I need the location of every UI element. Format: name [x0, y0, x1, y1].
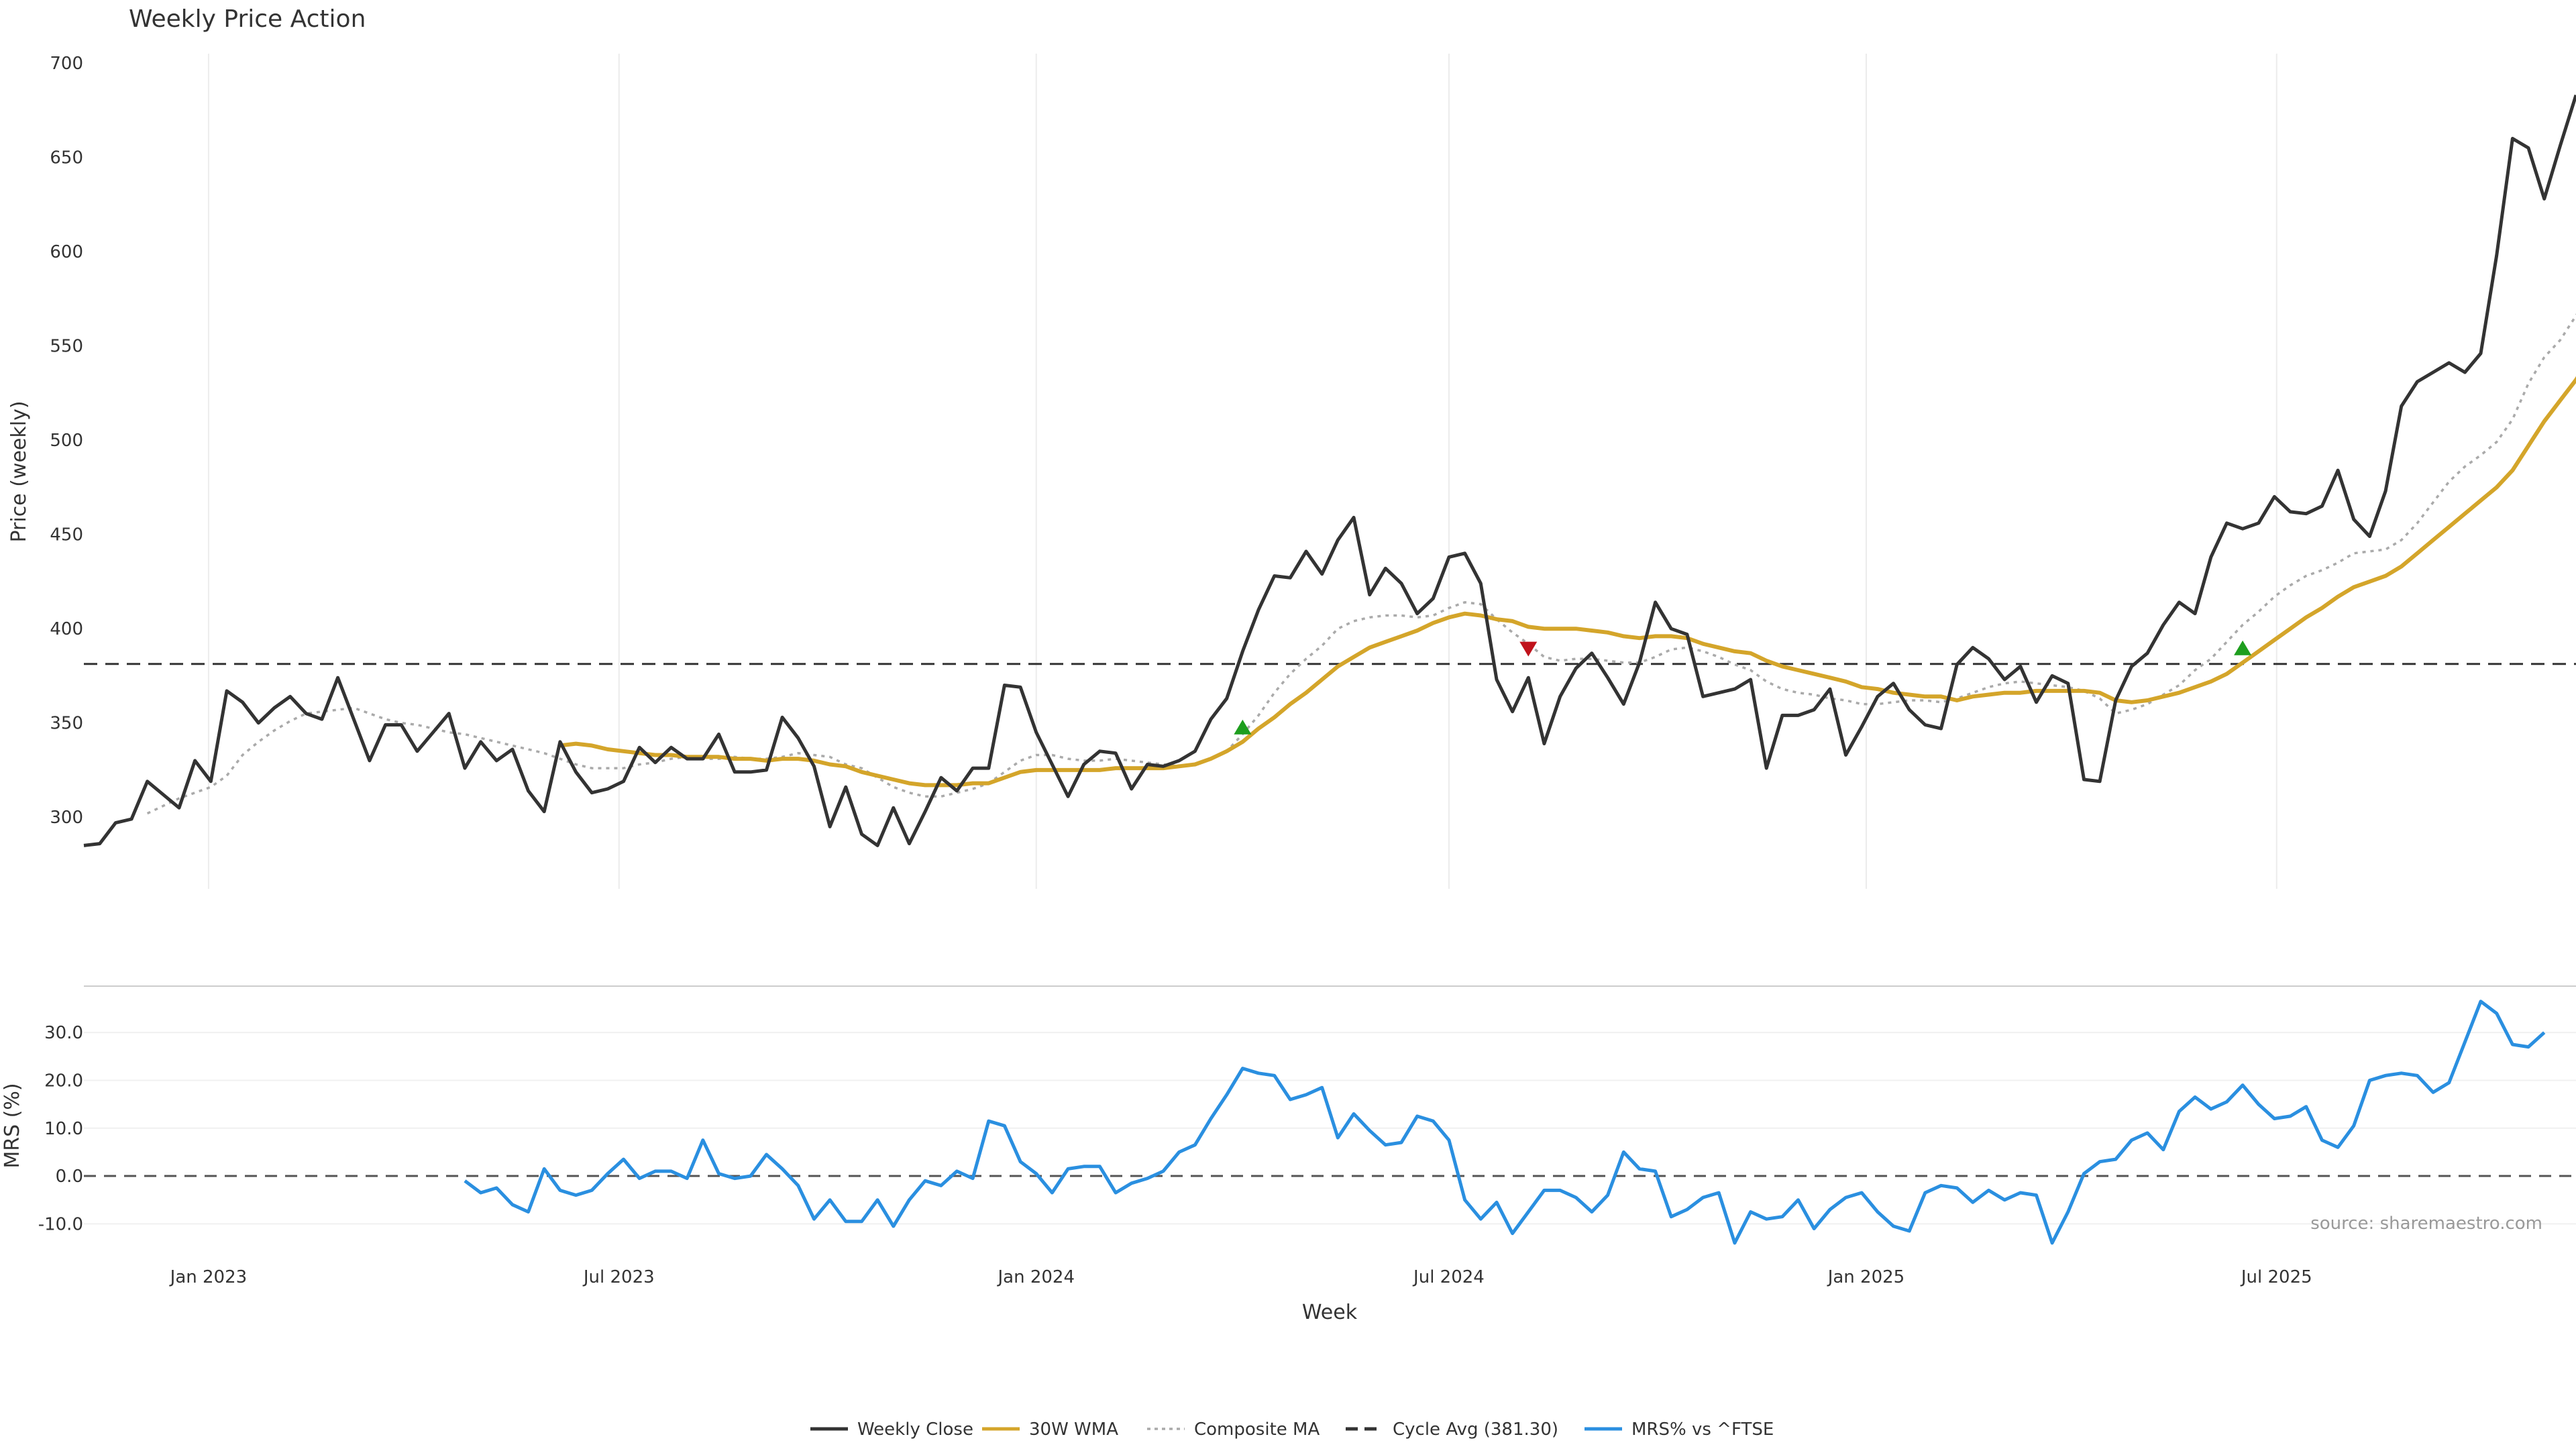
price-y-tick-label: 700: [50, 54, 83, 74]
price-panel-series: [83, 95, 2576, 847]
mrs-y-tick-label: 20.0: [44, 1071, 83, 1091]
price-y-tick-label: 600: [50, 242, 83, 262]
price-y-tick-label: 650: [50, 148, 83, 168]
legend-label: 30W WMA: [1029, 1419, 1118, 1440]
buy-signal-marker: [1234, 719, 1252, 735]
legend-item: MRS% vs ^FTSE: [1585, 1419, 1774, 1440]
legend-label: MRS% vs ^FTSE: [1631, 1419, 1774, 1440]
x-axis-label: Week: [1302, 1301, 1358, 1324]
price-y-tick-label: 500: [50, 431, 83, 451]
legend-label: Weekly Close: [857, 1419, 973, 1440]
legend-item: 30W WMA: [982, 1419, 1118, 1440]
mrs-y-axis: 30.0 20.0 10.0 0.0 -10.0: [38, 1023, 83, 1234]
x-axis: Jan 2023 Jul 2023 Jan 2024 Jul 2024 Jan 2025…: [169, 1267, 2312, 1287]
mrs-y-axis-label: MRS (%): [1, 1083, 24, 1168]
price-y-tick-label: 450: [50, 525, 83, 545]
buy-signal-marker: [2234, 640, 2252, 655]
mrs-panel-series: [84, 1000, 2576, 1245]
composite-ma-line: [146, 313, 2576, 815]
price-y-tick-label: 550: [50, 337, 83, 357]
mrs-y-tick-label: -10.0: [38, 1214, 83, 1234]
wma-30-line: [559, 376, 2576, 788]
legend-item: Cycle Avg (381.30): [1346, 1419, 1558, 1440]
x-tick-label: Jul 2023: [582, 1267, 655, 1287]
x-tick-label: Jul 2024: [1412, 1267, 1485, 1287]
chart-title: Weekly Price Action: [129, 5, 366, 33]
legend-label: Cycle Avg (381.30): [1393, 1419, 1558, 1440]
price-y-tick-label: 300: [50, 808, 83, 828]
mrs-y-tick-label: 30.0: [44, 1023, 83, 1043]
price-y-axis: 300 350 400 450 500 550 600 650 700: [50, 54, 83, 828]
legend-item: Composite MA: [1147, 1419, 1320, 1440]
legend-item: Weekly Close: [810, 1419, 973, 1440]
x-tick-label: Jul 2025: [2240, 1267, 2312, 1287]
mrs-panel-grid: [84, 1032, 2576, 1225]
mrs-y-tick-label: 0.0: [56, 1167, 83, 1187]
source-note: source: sharemaestro.com: [2310, 1214, 2542, 1234]
price-y-axis-label: Price (weekly): [7, 400, 31, 542]
price-y-tick-label: 350: [50, 714, 83, 734]
price-panel-grid: [207, 54, 2277, 889]
legend-label: Composite MA: [1194, 1419, 1320, 1440]
mrs-y-tick-label: 10.0: [44, 1119, 83, 1139]
weekly-close-line: [83, 95, 2576, 847]
x-tick-label: Jan 2025: [1827, 1267, 1905, 1287]
price-y-tick-label: 400: [50, 619, 83, 639]
sell-signal-marker: [1519, 641, 1538, 657]
mrs-line: [464, 1000, 2546, 1245]
legend: Weekly Close 30W WMA Composite MA Cycle Avg…: [810, 1419, 1774, 1440]
x-tick-label: Jan 2023: [169, 1267, 248, 1287]
signal-markers: [1234, 640, 2252, 735]
x-tick-label: Jan 2024: [996, 1267, 1075, 1287]
